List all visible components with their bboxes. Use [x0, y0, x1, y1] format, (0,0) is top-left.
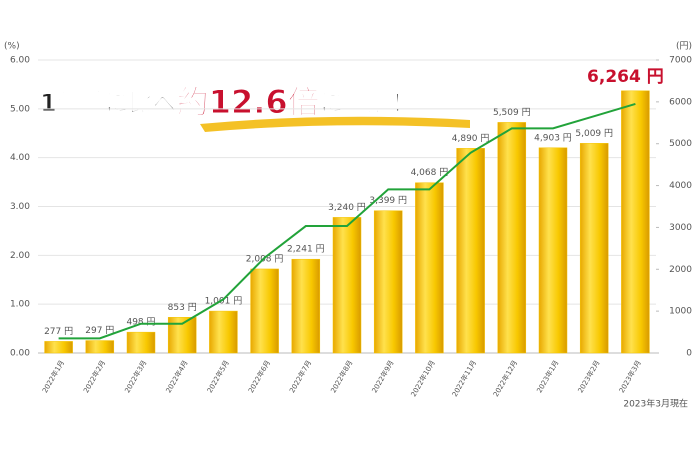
data-label: 853 円 — [168, 302, 197, 313]
x-tick-label: 2023年1月 — [535, 359, 561, 395]
x-tick-label: 2022年4月 — [164, 359, 190, 395]
bar — [579, 143, 609, 354]
x-tick-label: 2022年1月 — [40, 359, 66, 395]
bar — [85, 340, 115, 354]
bar — [291, 258, 321, 354]
data-label: 4,890 円 — [452, 133, 490, 144]
y-tick-label: 1.00 — [10, 300, 30, 310]
note: 2023年3月現在 — [623, 398, 688, 410]
y2-tick-label: 7000 — [669, 56, 692, 66]
y-tick-label: 3.00 — [10, 202, 30, 212]
data-label: 297 円 — [85, 325, 114, 336]
line — [58, 102, 636, 340]
data-label: 6,264 円 — [587, 67, 664, 87]
x-tick-label: 2022年7月 — [287, 359, 313, 395]
data-label: 4,068 円 — [411, 167, 449, 178]
x-tick-label: 2022年6月 — [246, 359, 272, 395]
bar — [538, 147, 568, 354]
y-tick-label: 4.00 — [10, 153, 30, 163]
x-tick-label: 2022年2月 — [81, 359, 107, 395]
annotation: 1年前に比べ約12.6倍に増加！ — [40, 83, 416, 121]
x-tick-label: 2022年11月 — [450, 358, 478, 398]
data-label: 498 円 — [126, 317, 155, 328]
x-tick-label: 2023年3月 — [617, 359, 643, 395]
y2-unit: (円) — [676, 41, 692, 52]
x-tick-label: 2022年10月 — [409, 359, 437, 399]
bar — [126, 331, 156, 354]
bar — [209, 310, 238, 354]
bar — [415, 182, 444, 354]
annotation-highlight: 約12.6倍 — [177, 83, 320, 121]
bar — [250, 268, 279, 354]
x-tick-label: 2022年3月 — [123, 359, 149, 395]
y2-tick-label: 0 — [686, 349, 692, 359]
y2-tick-label: 5000 — [669, 139, 692, 149]
y2-tick-label: 2000 — [669, 265, 692, 275]
x-tick-label: 2022年12月 — [491, 359, 519, 399]
annotation-suffix: に増加！ — [320, 89, 416, 117]
data-label: 5,509 円 — [493, 107, 531, 118]
bar — [456, 148, 485, 354]
y-tick-label: 5.00 — [10, 104, 30, 114]
x-tick-label: 2022年5月 — [205, 359, 231, 395]
brush-stroke — [200, 116, 470, 132]
data-label: 2,241 円 — [287, 244, 325, 255]
bar — [497, 122, 527, 354]
bar — [373, 210, 403, 354]
data-label: 3,240 円 — [328, 202, 366, 213]
y-unit: (%) — [4, 42, 20, 52]
data-label: 4,903 円 — [534, 132, 572, 143]
data-label: 1,001 円 — [205, 296, 243, 307]
annotation-prefix: 1年前に比べ — [40, 89, 177, 117]
y2-tick-label: 3000 — [669, 223, 692, 233]
y2-tick-label: 6000 — [669, 97, 692, 107]
data-label: 277 円 — [44, 326, 73, 337]
y-tick-label: 2.00 — [10, 251, 30, 261]
data-label: 3,399 円 — [369, 195, 407, 206]
y2-tick-label: 1000 — [669, 307, 692, 317]
bar — [44, 341, 73, 354]
data-label: 5,009 円 — [575, 128, 613, 139]
x-tick-label: 2022年8月 — [329, 359, 355, 395]
x-tick-label: 2023年2月 — [576, 359, 602, 395]
x-tick-label: 2022年9月 — [370, 359, 396, 395]
bar — [332, 217, 362, 354]
y-tick-label: 0.00 — [10, 349, 30, 359]
y-tick-label: 6.00 — [10, 56, 30, 66]
bar — [621, 90, 650, 354]
y2-tick-label: 4000 — [669, 181, 692, 191]
